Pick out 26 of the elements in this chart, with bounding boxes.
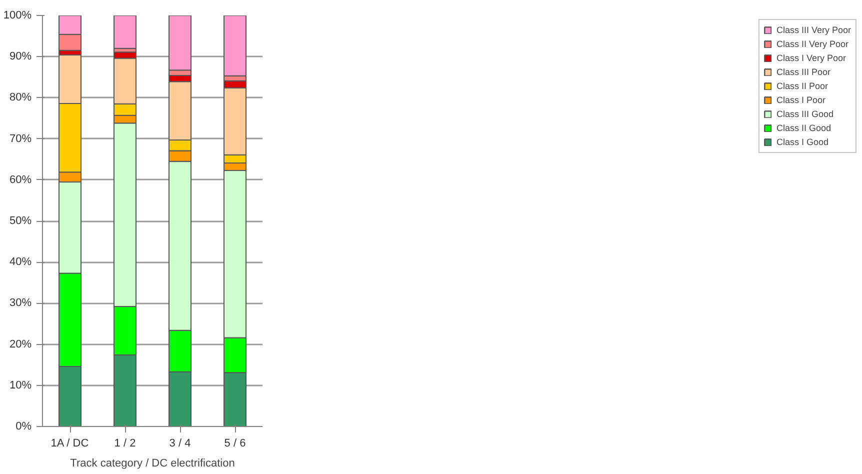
y-tick-label: 20% xyxy=(9,338,32,350)
y-tick-label: 70% xyxy=(9,132,32,145)
bar xyxy=(114,16,136,49)
y-tick-label: 90% xyxy=(9,50,32,63)
y-tick-label: 50% xyxy=(9,215,32,227)
legend-label: Class III Poor xyxy=(776,66,830,78)
x-tick-label: 3 / 4 xyxy=(169,438,191,450)
y-tick-label: 10% xyxy=(9,379,32,392)
x-tick-label: 1A / DC xyxy=(50,438,89,450)
legend-label: Class I Poor xyxy=(776,94,826,106)
legend-label: Class II Very Poor xyxy=(776,38,848,50)
legend-label: Class I Very Poor xyxy=(776,52,846,64)
y-tick-label: 40% xyxy=(9,256,32,268)
legend-label: Class III Good xyxy=(776,108,834,120)
y-tick-label: 60% xyxy=(9,174,32,186)
y-tick-label: 0% xyxy=(16,420,32,432)
legend-label: Class I Good xyxy=(776,136,828,148)
y-tick-label: 100% xyxy=(3,10,32,22)
x-axis-title: Track category / DC electrification xyxy=(70,458,235,470)
legend-label: Class II Poor xyxy=(776,80,828,92)
legend-label: Class II Good xyxy=(776,122,831,134)
x-tick-label: 5 / 6 xyxy=(224,438,246,450)
x-tick-label: 1 / 2 xyxy=(114,438,136,450)
y-tick-label: 30% xyxy=(9,297,32,310)
y-tick-label: 80% xyxy=(9,92,32,104)
legend-label: Class III Very Poor xyxy=(776,24,851,36)
